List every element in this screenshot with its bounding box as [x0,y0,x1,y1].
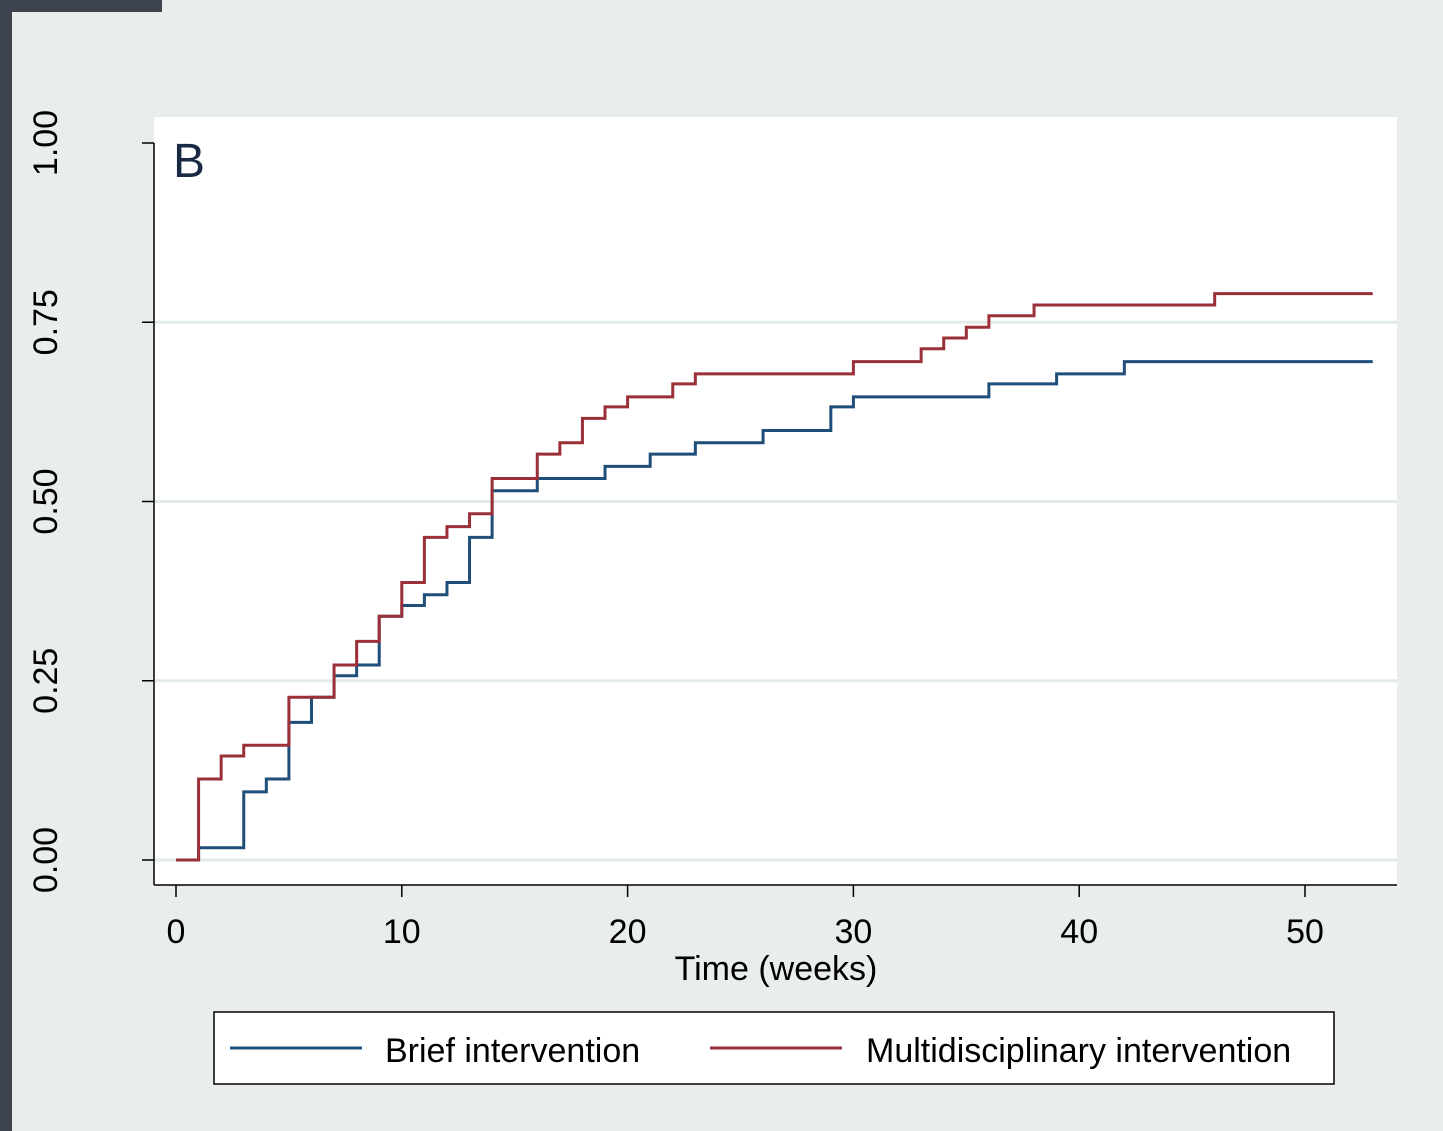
y-tick-label-3: 0.75 [27,289,65,355]
x-axis-title: Time (weeks) [675,950,878,988]
grid-lines [154,320,1397,862]
left-edge-strip [0,0,12,1131]
x-tick-label-0: 0 [167,913,186,951]
panel-label: B [173,135,205,188]
y-tick-label-1: 0.25 [27,648,65,714]
x-tick-label-2: 20 [609,913,647,951]
x-tick-label-3: 30 [834,913,872,951]
y-tick-label-2: 0.50 [27,468,65,534]
legend-label-brief: Brief intervention [385,1032,640,1070]
axes [153,143,1397,886]
series-lines [176,292,1373,862]
legend: Brief intervention Multidisciplinary int… [213,1011,1335,1085]
top-edge-strip [0,0,162,12]
series-line-multidisciplinary [176,292,1373,862]
y-ticks: 0.00 0.25 0.50 0.75 1.00 [27,110,154,893]
y-tick-label-0: 0.00 [27,827,65,893]
x-ticks: 0 10 20 30 40 50 [167,885,1324,951]
x-tick-label-1: 10 [383,913,421,951]
x-tick-label-5: 50 [1286,913,1324,951]
y-tick-label-4: 1.00 [27,110,65,176]
legend-label-multidisciplinary: Multidisciplinary intervention [866,1032,1291,1070]
x-tick-label-4: 40 [1060,913,1098,951]
